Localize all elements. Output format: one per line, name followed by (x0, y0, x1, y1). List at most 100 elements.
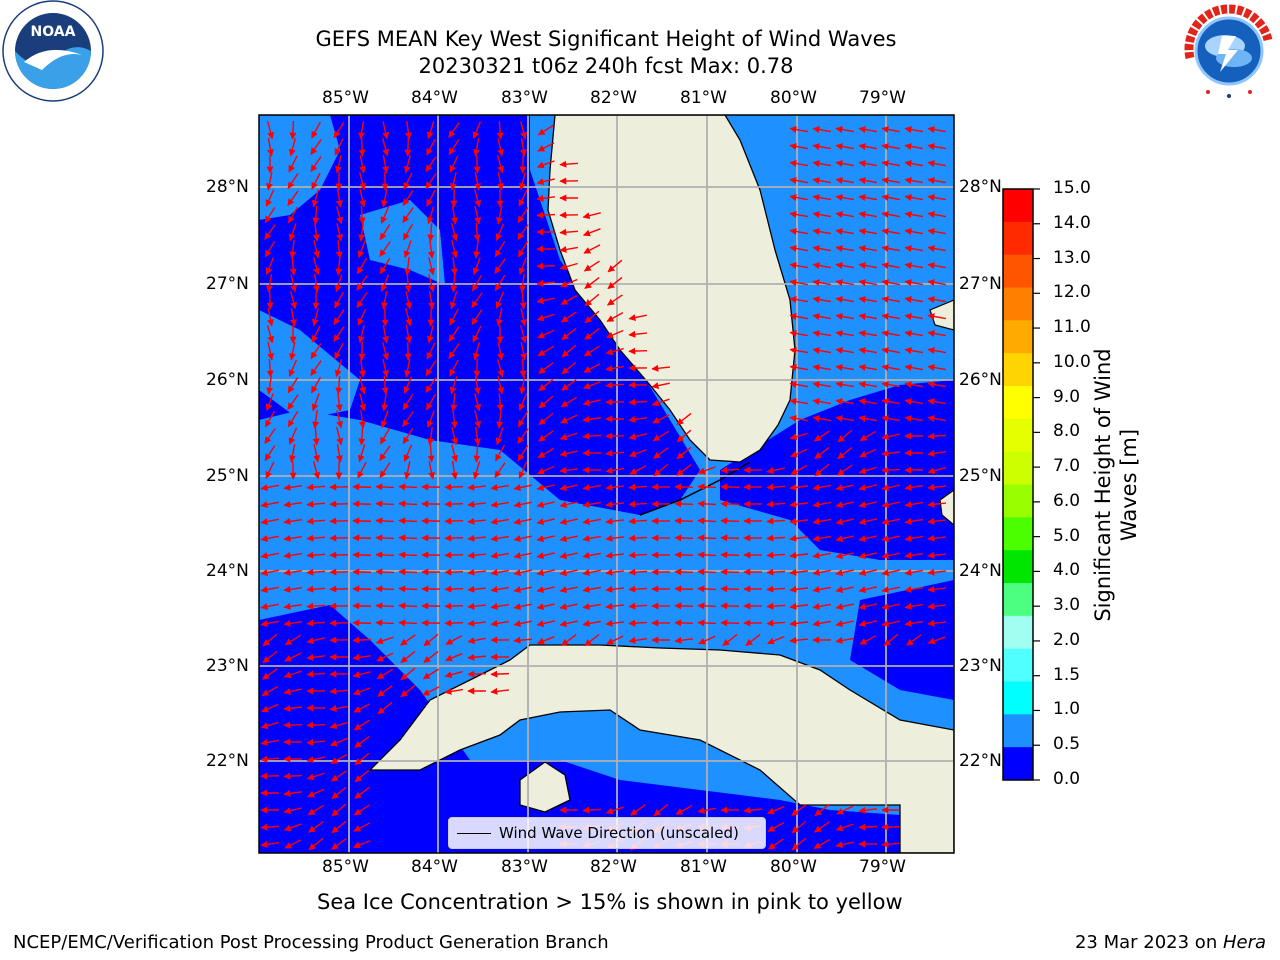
wind-wave-arrow (357, 308, 367, 326)
wind-wave-arrow (812, 603, 831, 610)
wind-wave-arrow (653, 803, 669, 817)
map-legend: Wind Wave Direction (unscaled) (448, 817, 766, 849)
wind-wave-arrow (835, 126, 854, 133)
wind-wave-arrow (449, 359, 459, 377)
wind-wave-arrow (381, 291, 388, 310)
wind-wave-arrow (264, 224, 276, 240)
wind-wave-arrow (467, 551, 487, 559)
lon-label-top: 81°W (680, 88, 727, 108)
wind-wave-arrow (789, 534, 809, 542)
wind-wave-arrow (306, 517, 326, 525)
wind-wave-arrow (536, 586, 555, 594)
wind-wave-arrow (561, 327, 577, 341)
wind-wave-arrow (353, 703, 371, 713)
wind-wave-arrow (881, 840, 901, 848)
wind-wave-arrow (264, 410, 276, 428)
wind-wave-arrow (426, 325, 434, 344)
wind-wave-arrow (495, 427, 504, 446)
wind-wave-arrow (812, 518, 831, 525)
wind-wave-arrow (537, 465, 555, 475)
wind-wave-arrow (582, 501, 601, 508)
wind-wave-arrow (674, 517, 694, 525)
wind-wave-arrow (835, 228, 854, 235)
wind-wave-arrow (474, 393, 482, 412)
wind-wave-arrow (789, 381, 808, 388)
wind-wave-arrow (927, 262, 946, 269)
wind-wave-arrow (402, 427, 414, 445)
wind-wave-arrow (517, 428, 529, 444)
wind-wave-arrow (812, 194, 831, 201)
wind-wave-arrow (607, 259, 623, 273)
wind-wave-arrow (426, 189, 436, 207)
wind-wave-arrow (382, 155, 389, 174)
wind-wave-arrow (287, 190, 299, 206)
wind-wave-arrow (559, 228, 579, 236)
wind-wave-arrow (559, 160, 579, 168)
colorbar-label: 12.0 (1053, 282, 1091, 303)
wind-wave-arrow (400, 650, 416, 664)
wind-wave-arrow (812, 126, 831, 133)
wind-wave-arrow (904, 211, 923, 218)
wind-wave-arrow (536, 620, 555, 628)
lon-label-top: 85°W (322, 88, 369, 108)
colorbar-cell (1003, 254, 1033, 288)
wind-wave-arrow (881, 245, 900, 252)
wind-wave-arrow (858, 535, 877, 543)
wind-wave-arrow (471, 292, 483, 308)
wind-wave-arrow (676, 429, 692, 443)
wind-wave-arrow (607, 276, 623, 290)
wind-wave-arrow (335, 256, 343, 276)
wind-wave-arrow (267, 138, 274, 157)
wind-wave-arrow (835, 143, 854, 150)
wind-wave-arrow (467, 517, 487, 525)
colorbar-label: 1.0 (1053, 699, 1081, 720)
wind-wave-arrow (559, 603, 578, 610)
wind-wave-arrow (559, 262, 578, 271)
wind-wave-arrow (472, 325, 482, 343)
wind-wave-arrow (927, 619, 947, 627)
lat-label-left: 24°N (206, 561, 249, 581)
wind-wave-arrow (720, 483, 740, 491)
wind-wave-arrow (559, 552, 578, 559)
wind-wave-arrow (449, 172, 457, 191)
wind-wave-arrow (519, 290, 527, 310)
wind-wave-arrow (720, 602, 740, 610)
wind-wave-arrow (536, 603, 555, 611)
isla-juventud-land (519, 761, 571, 813)
wind-wave-arrow (812, 586, 831, 593)
wind-wave-arrow (837, 446, 853, 460)
wind-wave-arrow (743, 806, 763, 814)
wind-wave-arrow (518, 393, 528, 411)
colorbar-cell (1003, 451, 1033, 485)
wind-wave-arrow (260, 569, 279, 576)
wind-wave-arrow (628, 449, 647, 458)
wind-wave-arrow (354, 769, 370, 783)
wind-wave-arrow (789, 483, 809, 491)
wind-wave-arrow (380, 274, 390, 292)
wind-wave-arrow (881, 501, 900, 508)
wind-wave-arrow (859, 635, 877, 645)
wind-wave-arrow (812, 160, 831, 167)
wind-wave-arrow (835, 262, 854, 269)
wind-wave-arrow (812, 535, 831, 542)
lon-label-bottom: 85°W (322, 857, 369, 877)
wind-wave-arrow (904, 551, 923, 559)
wind-wave-arrow (858, 466, 877, 475)
wind-wave-arrow (283, 670, 302, 679)
lat-label-left: 25°N (206, 466, 249, 486)
wind-wave-arrow (927, 585, 947, 593)
wind-wave-arrow (835, 177, 854, 184)
wind-wave-arrow (287, 173, 299, 190)
wind-wave-arrow (290, 274, 298, 293)
lat-label-left: 23°N (206, 656, 249, 676)
wind-wave-arrow (812, 143, 831, 150)
wind-wave-arrow (423, 633, 439, 647)
wind-wave-arrow (379, 241, 391, 257)
wind-wave-arrow (357, 325, 365, 344)
wind-wave-arrow (287, 376, 299, 394)
wind-wave-arrow (306, 602, 326, 610)
wind-wave-arrow (283, 500, 303, 508)
lon-label-top: 82°W (590, 88, 637, 108)
wind-wave-arrow (812, 501, 831, 508)
wind-wave-arrow (904, 619, 923, 627)
